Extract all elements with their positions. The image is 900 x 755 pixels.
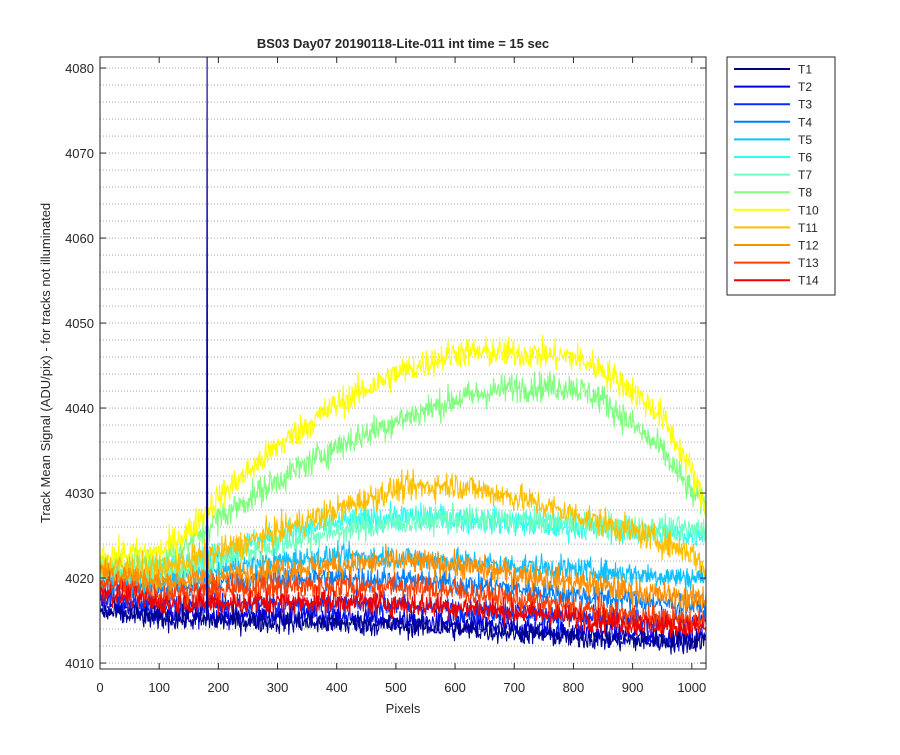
legend-label-t12: T12 (798, 239, 819, 253)
legend-label-t1: T1 (798, 63, 812, 77)
series-layer (99, 56, 707, 655)
x-tick-label: 100 (148, 680, 170, 695)
x-tick-label: 0 (96, 680, 103, 695)
series-line-t7 (99, 501, 707, 592)
x-axis-label: Pixels (386, 701, 421, 716)
x-tick-label: 600 (444, 680, 466, 695)
series-line-t8 (99, 370, 707, 584)
legend-label-t10: T10 (798, 203, 819, 217)
x-tick-label: 900 (622, 680, 644, 695)
x-tick-label: 800 (563, 680, 585, 695)
y-tick-label: 4080 (65, 61, 94, 76)
x-tick-label: 300 (267, 680, 289, 695)
legend-label-t7: T7 (798, 168, 812, 182)
series-line-t14 (100, 580, 707, 643)
series-line-t12 (99, 543, 707, 613)
plot-frame (99, 56, 707, 670)
x-tick-label: 700 (503, 680, 525, 695)
chart-title: BS03 Day07 20190118-Lite-011 int time = … (257, 36, 549, 51)
legend-label-t3: T3 (798, 98, 812, 112)
y-tick-label: 4020 (65, 571, 94, 586)
y-tick-label: 4050 (65, 316, 94, 331)
x-tick-label: 500 (385, 680, 407, 695)
legend-label-t8: T8 (798, 186, 812, 200)
x-tick-label: 400 (326, 680, 348, 695)
tick-layer: 0 100 200 300 400 500 600 700 800 900 1000 4010 4020… (65, 57, 706, 695)
legend-label-t11: T11 (798, 221, 818, 235)
x-tick-label: 1000 (677, 680, 706, 695)
legend-box (726, 56, 836, 296)
y-tick-label: 4060 (65, 231, 94, 246)
y-tick-label: 4040 (65, 401, 94, 416)
legend-label-t5: T5 (798, 133, 812, 147)
x-tick-label: 200 (208, 680, 230, 695)
legend-label-t4: T4 (798, 115, 812, 129)
series-line-t10 (99, 334, 707, 576)
legend-label-t13: T13 (798, 256, 819, 270)
y-axis-label: Track Mean Signal (ADU/pix) - for tracks… (38, 203, 53, 523)
legend-label-t2: T2 (798, 80, 812, 94)
y-tick-label: 4030 (65, 486, 94, 501)
y-tick-label: 4010 (65, 656, 94, 671)
series-line-t11 (99, 468, 707, 591)
legend: T1 T2 T3 T4 T5 T6 T7 T8 T10 T11 T12 T13 T14 (726, 56, 836, 296)
y-tick-label: 4070 (65, 146, 94, 161)
series-line-t1 (99, 56, 707, 655)
legend-label-t6: T6 (798, 151, 812, 165)
legend-label-t14: T14 (798, 274, 819, 288)
